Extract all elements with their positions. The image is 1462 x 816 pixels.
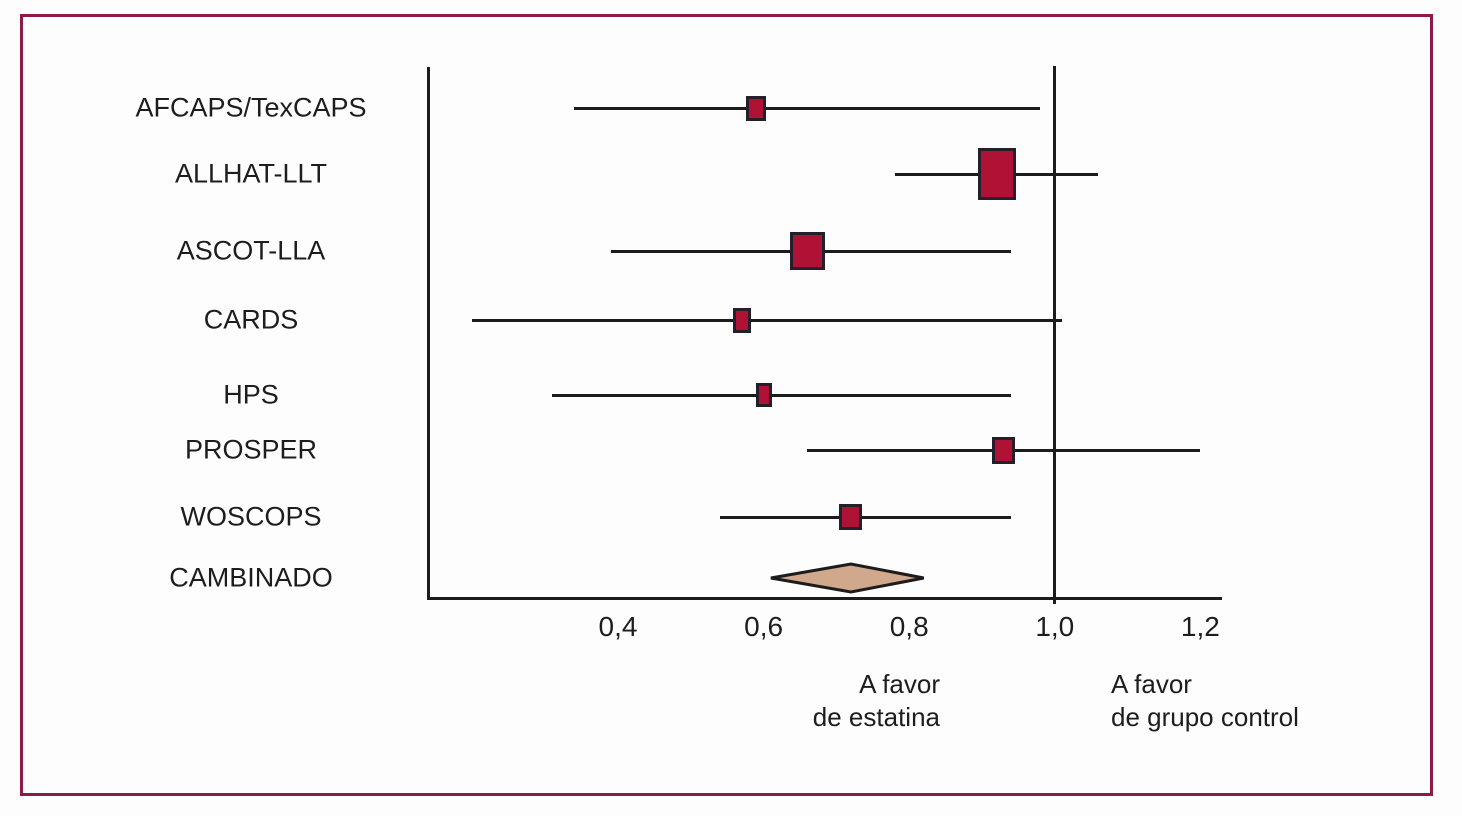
study-label: HPS [223, 379, 279, 410]
combined-label: CAMBINADO [169, 562, 333, 593]
confidence-interval-line [574, 106, 1041, 110]
point-estimate-square [746, 95, 767, 121]
point-estimate-square [992, 436, 1016, 464]
favors-statin-label: A favor de estatina [740, 668, 940, 734]
y-axis-line [426, 67, 430, 600]
study-label: AFCAPS/TexCAPS [135, 92, 367, 123]
combined-diamond [770, 562, 925, 594]
study-label: CARDS [203, 304, 299, 335]
point-estimate-square [755, 383, 772, 407]
figure-border [20, 14, 1433, 796]
favors-control-label: A favor de grupo control [1111, 668, 1299, 734]
point-estimate-square [977, 148, 1016, 200]
favors-statin-line2: de estatina [812, 702, 940, 732]
x-tick-label: 1,2 [1180, 611, 1220, 642]
x-tick-label: 0,8 [889, 611, 929, 642]
confidence-interval-line [552, 393, 1012, 397]
favors-statin-line1: A favor [859, 669, 940, 699]
study-label: WOSCOPS [180, 501, 322, 532]
confidence-interval-line [719, 515, 1012, 519]
x-tick-label: 0,4 [598, 611, 638, 642]
study-label: PROSPER [184, 434, 318, 465]
point-estimate-square [732, 307, 751, 333]
reference-line-1.0 [1053, 66, 1057, 604]
study-label: ALLHAT-LLT [174, 158, 328, 189]
favors-control-line2: de grupo control [1111, 702, 1299, 732]
point-estimate-square [789, 232, 825, 270]
x-tick-label: 0,6 [744, 611, 784, 642]
point-estimate-square [839, 504, 863, 530]
confidence-interval-line [472, 318, 1063, 322]
study-label: ASCOT-LLA [176, 235, 326, 266]
favors-control-line1: A favor [1111, 669, 1192, 699]
x-tick-label: 1,0 [1035, 611, 1075, 642]
x-axis-line [426, 596, 1222, 600]
